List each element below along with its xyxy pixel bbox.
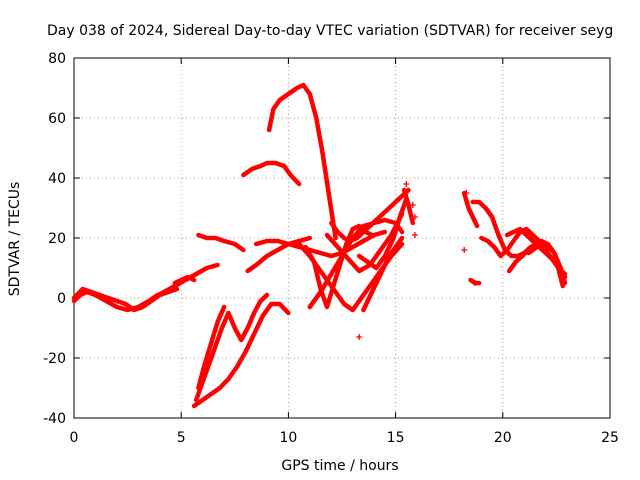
data-series-track-20	[401, 187, 416, 226]
data-point-marker	[403, 181, 410, 187]
data-series-track-09	[241, 160, 302, 187]
data-series-track-08	[196, 304, 227, 391]
y-tick-label: 20	[48, 231, 66, 247]
data-series-track-19	[356, 196, 409, 271]
y-tick-label: 60	[48, 111, 66, 127]
axis-ticks: 0 5 10 15 20 25 -40 -20 0 20 40 60 80	[43, 51, 619, 446]
data-series-track-15	[307, 217, 405, 310]
x-axis-label: GPS time / hours	[281, 458, 398, 474]
data-series-track-21	[461, 190, 480, 229]
data-point-marker	[411, 232, 418, 238]
data-series-track-27	[526, 241, 566, 289]
data-series-track-10	[245, 235, 313, 274]
x-tick-label: 0	[70, 430, 79, 446]
y-tick-label: 80	[48, 51, 66, 67]
data-series-track-17	[324, 211, 405, 274]
x-tick-label: 25	[601, 430, 619, 446]
y-tick-label: -40	[43, 411, 66, 427]
x-tick-label: 20	[494, 430, 512, 446]
y-tick-label: 0	[57, 291, 66, 307]
data-series-track-12	[266, 82, 338, 241]
data-series-track-03	[151, 262, 220, 301]
data-series-track-05	[196, 232, 246, 253]
data-points	[356, 181, 478, 340]
data-point-marker	[356, 334, 363, 340]
data-series-track-04	[172, 274, 197, 286]
y-tick-label: -20	[43, 351, 66, 367]
data-point-marker	[461, 247, 468, 253]
data-point-marker	[409, 202, 416, 208]
data-series-track-07	[193, 292, 270, 403]
chart-title: Day 038 of 2024, Sidereal Day-to-day VTE…	[47, 23, 613, 39]
data-point-marker	[463, 190, 470, 196]
data-point-marker	[471, 280, 478, 286]
data-point-marker	[411, 214, 418, 220]
data-series-track-18	[361, 235, 405, 313]
x-tick-label: 10	[279, 430, 297, 446]
data-series	[71, 82, 568, 409]
x-tick-label: 5	[177, 430, 186, 446]
data-series-track-11	[253, 229, 388, 259]
y-tick-label: 40	[48, 171, 66, 187]
y-axis-label: SDTVAR / TECUs	[7, 182, 23, 297]
data-series-track-16	[329, 187, 411, 244]
data-series-track-06	[191, 301, 291, 409]
x-tick-label: 15	[387, 430, 405, 446]
